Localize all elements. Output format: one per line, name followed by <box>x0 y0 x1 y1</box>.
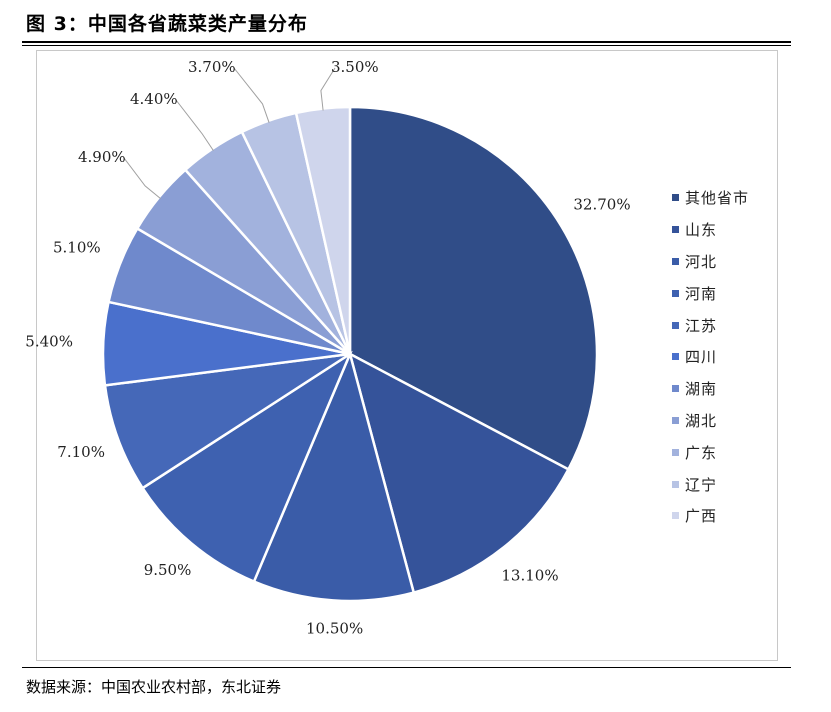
legend-item: 湖南 <box>672 373 749 405</box>
data-label: 7.10% <box>57 443 105 461</box>
legend-item: 广东 <box>672 436 749 468</box>
chart-legend: 其他省市山东河北河南江苏四川湖南湖北广东辽宁广西 <box>672 182 749 532</box>
legend-item: 湖北 <box>672 405 749 437</box>
legend-swatch <box>672 289 679 297</box>
data-label: 3.50% <box>331 58 379 76</box>
data-label: 32.70% <box>573 195 630 213</box>
legend-label: 广东 <box>685 443 718 462</box>
data-label: 10.50% <box>306 619 363 637</box>
data-label: 9.50% <box>144 561 192 579</box>
legend-label: 湖南 <box>685 380 718 399</box>
legend-item: 河南 <box>672 277 749 309</box>
legend-label: 广西 <box>685 507 718 526</box>
top-rule <box>22 41 791 43</box>
legend-swatch <box>672 194 679 202</box>
legend-label: 河北 <box>685 252 718 271</box>
legend-item: 其他省市 <box>672 182 749 214</box>
legend-swatch <box>672 416 679 424</box>
legend-swatch <box>672 353 679 361</box>
figure-title: 图 3：中国各省蔬菜类产量分布 <box>26 13 308 35</box>
legend-item: 辽宁 <box>672 468 749 500</box>
pie-slice <box>103 352 351 490</box>
pie-slices <box>101 105 599 603</box>
leader-lines <box>123 67 336 199</box>
source-note: 数据来源：中国农业农村部，东北证券 <box>26 678 282 696</box>
legend-swatch <box>672 321 679 329</box>
top-rule-thin <box>22 45 791 46</box>
legend-swatch <box>672 226 679 234</box>
legend-label: 其他省市 <box>685 189 750 208</box>
leader-line <box>320 67 336 111</box>
legend-item: 山东 <box>672 214 749 246</box>
legend-item: 广西 <box>672 500 749 532</box>
legend-swatch <box>672 512 679 520</box>
legend-label: 湖北 <box>685 411 718 430</box>
legend-item: 江苏 <box>672 309 749 341</box>
legend-label: 江苏 <box>685 316 718 335</box>
legend-label: 山东 <box>685 221 718 240</box>
legend-label: 河南 <box>685 284 718 303</box>
pie-slice <box>252 350 416 603</box>
legend-swatch <box>672 257 679 265</box>
data-label: 3.70% <box>188 58 236 76</box>
leader-line <box>233 67 270 123</box>
data-label: 5.10% <box>53 239 101 257</box>
legend-swatch <box>672 480 679 488</box>
data-label: 4.90% <box>78 148 126 166</box>
legend-item: 河北 <box>672 246 749 278</box>
leader-line <box>123 157 161 199</box>
data-labels: 32.70% 13.10% 10.50% 9.50% 7.10% 5.40% 5.10% 4.… <box>25 58 630 637</box>
leader-line <box>175 99 214 151</box>
legend-label: 四川 <box>685 348 718 367</box>
pie-slice <box>348 105 599 472</box>
data-label: 5.40% <box>25 332 73 350</box>
pie-slice <box>140 350 353 584</box>
pie-slice <box>348 351 571 595</box>
data-label: 13.10% <box>501 566 558 584</box>
bottom-rule <box>22 667 791 668</box>
chart-frame <box>36 50 778 661</box>
data-label: 4.40% <box>130 90 178 108</box>
legend-swatch <box>672 385 679 393</box>
legend-swatch <box>672 448 679 456</box>
legend-label: 辽宁 <box>685 475 718 494</box>
legend-item: 四川 <box>672 341 749 373</box>
